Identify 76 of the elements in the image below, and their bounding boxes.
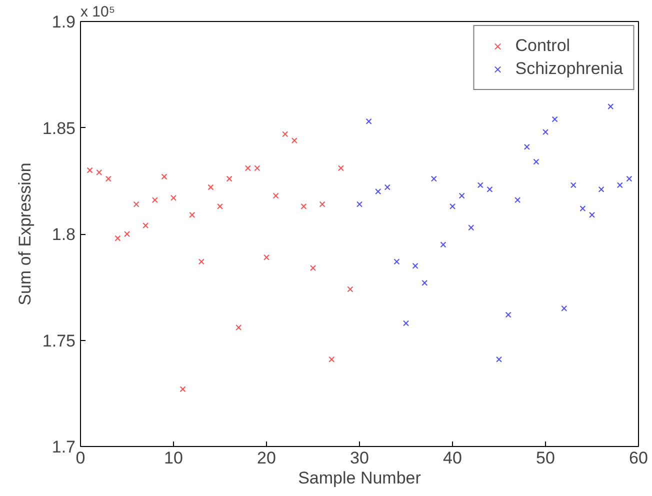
point: [86, 167, 93, 174]
point: [310, 265, 316, 271]
x-tick-label: 20: [257, 448, 276, 468]
x-tick-label: 10: [164, 448, 183, 468]
point: [114, 235, 121, 242]
point: [394, 258, 400, 265]
point: [208, 184, 214, 190]
point: [422, 280, 428, 286]
legend-label: Schizophrenia: [515, 59, 623, 79]
point: [96, 169, 102, 176]
point: [561, 305, 568, 312]
point: [356, 201, 362, 208]
point: [170, 194, 176, 201]
point: [375, 188, 382, 194]
point: [524, 144, 530, 150]
y-tick-label: 1.75: [42, 331, 76, 350]
x-tick-label: 60: [629, 448, 648, 468]
point: [486, 186, 493, 192]
point: [450, 203, 456, 210]
point: [598, 186, 604, 192]
point: [589, 212, 595, 218]
point: [570, 182, 576, 188]
point: [226, 176, 232, 182]
point: [626, 176, 632, 182]
point: [300, 203, 307, 210]
x-tick-label: 50: [536, 448, 555, 468]
point: [542, 129, 548, 135]
point: [142, 222, 149, 228]
point: [282, 131, 288, 138]
x-tick-label: 40: [443, 448, 462, 468]
point: [514, 197, 521, 203]
legend-label: Control: [515, 36, 570, 56]
point: [468, 224, 474, 231]
point: [552, 116, 558, 122]
point: [217, 203, 223, 210]
point: [272, 192, 279, 199]
point: [105, 176, 112, 182]
point: [291, 138, 298, 144]
point: [338, 165, 344, 172]
point: [580, 206, 586, 212]
point: [440, 242, 446, 248]
point: [198, 258, 204, 265]
x-tick-label: 30: [350, 448, 369, 468]
point: [477, 182, 484, 188]
text: x 10⁵: [80, 4, 116, 20]
point: [430, 176, 437, 182]
y-axis-title: Sum of Expression: [15, 162, 34, 306]
y-tick-label: 1.9: [52, 12, 76, 32]
y-tick-label: 1.7: [52, 438, 76, 456]
point: [244, 165, 251, 172]
point: [505, 312, 512, 318]
point: [458, 192, 465, 199]
point: [161, 174, 168, 180]
point: [189, 212, 196, 218]
point: [328, 356, 335, 362]
point: [124, 231, 130, 237]
point: [608, 104, 614, 110]
point: [180, 386, 186, 392]
point: [133, 201, 140, 208]
point: [533, 158, 540, 165]
point: [236, 324, 242, 330]
point: [366, 118, 372, 124]
point: [152, 197, 158, 203]
point: [347, 286, 354, 292]
x-tick-label: 0: [76, 448, 86, 468]
point: [412, 262, 418, 269]
point: [384, 184, 390, 190]
point: [496, 356, 502, 362]
point: [616, 182, 623, 188]
point: [319, 201, 326, 208]
y-tick-label: 1.8: [52, 225, 76, 244]
point: [254, 165, 260, 172]
y-tick-label: 1.85: [42, 118, 76, 138]
point: [403, 320, 409, 326]
x-axis-title: Sample Number: [298, 468, 422, 488]
point: [264, 254, 270, 260]
